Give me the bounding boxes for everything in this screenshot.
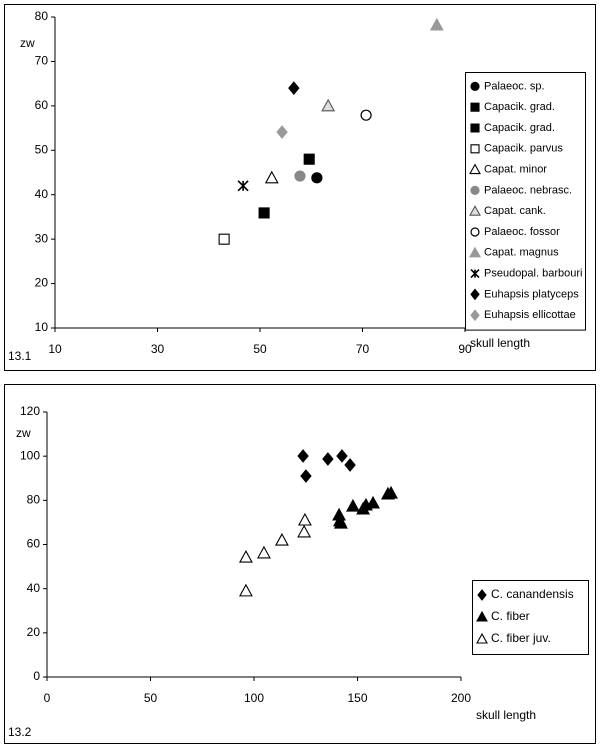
y-tick-label: 40 [27,581,41,595]
x-tick-label: 10 [48,342,62,356]
y-tick-label: 100 [20,448,40,462]
legend-marker [470,185,480,195]
legend-label: Capacik. grad. [484,122,555,134]
panel-label: 13.2 [8,725,32,739]
y-tick-label: 10 [35,320,49,334]
point [300,469,312,483]
legend-box [465,72,586,331]
y-tick-label: 80 [35,9,49,23]
legend-marker [470,269,480,279]
y-axis-label: zw [16,426,31,440]
legend-marker [470,102,480,112]
legend-label: Euhapsis ellicottae [484,309,576,321]
legend-label: C. fiber juv. [491,631,551,645]
legend-label: Pseudopal. barbouri [484,268,582,280]
legend-marker [469,163,481,175]
point [344,458,356,472]
legend-box [472,580,589,655]
legend-label: C. canandensis [491,587,574,601]
x-tick-label: 0 [44,691,51,705]
point [239,549,253,563]
x-tick-label: 100 [244,691,264,705]
y-tick-label: 20 [35,276,49,290]
point [275,532,289,546]
legend-label: C. fiber [491,609,530,623]
point [276,125,288,139]
legend-marker [476,610,488,622]
legend-marker [470,144,480,154]
y-tick-label: 0 [33,669,40,683]
point [297,524,312,538]
point [297,512,312,526]
point [429,17,444,31]
x-tick-label: 150 [347,691,367,705]
legend-label: Capat. magnus [484,247,559,259]
legend: C. canandensis C. fiber C. fiber juv. [472,580,589,655]
point [303,153,315,165]
point [297,449,309,463]
point [294,170,306,182]
point [218,233,230,245]
y-tick-label: 70 [35,54,49,68]
legend-label: Capacik. grad. [484,101,555,113]
point [360,109,372,121]
x-tick-label: 200 [451,691,471,705]
x-axis-label: skull length [476,708,536,722]
y-axis-label: zw [20,36,35,50]
x-tick-label: 90 [458,342,472,356]
point [384,485,398,499]
panel-frame [4,384,596,744]
legend-marker [470,81,480,92]
y-tick-label: 120 [20,404,40,418]
legend-label: Euhapsis platyceps [484,288,579,300]
point [346,498,360,512]
legend-marker [477,589,487,601]
y-tick-label: 60 [35,98,49,112]
point [322,452,334,466]
x-tick-label: 70 [356,342,370,356]
legend-marker [469,205,481,216]
x-tick-label: 30 [151,342,165,356]
y-tick-label: 60 [27,537,41,551]
point [321,98,336,112]
legend-label: Capacik. parvus [484,143,563,155]
point [366,495,380,509]
legend-marker [470,123,480,133]
panel-frame [4,4,596,371]
legend-label: Capat. minor [484,164,547,176]
legend-label: Palaeoc. sp. [484,80,545,92]
y-tick-label: 80 [27,493,41,507]
y-tick-label: 20 [27,625,41,639]
legend-marker [470,309,480,322]
point [288,81,300,95]
legend-marker [469,246,481,258]
point [257,545,271,559]
legend: Palaeoc. sp. Capacik. grad. Capacik. grad.… [465,72,586,331]
legend-marker [476,632,488,644]
legend-label: Palaeoc. fossor [484,226,560,238]
x-tick-label: 50 [253,342,267,356]
x-tick-label: 50 [144,691,158,705]
point [264,170,279,184]
x-axis-label: skull length [470,336,530,350]
point [258,207,270,219]
point [311,172,323,184]
point [237,180,249,192]
legend-marker [470,288,480,301]
y-tick-label: 50 [35,142,49,156]
point [334,515,348,529]
point [336,449,348,463]
legend-marker [470,227,480,237]
y-tick-label: 40 [35,187,49,201]
legend-label: Palaeoc. nebrasc. [484,184,572,196]
y-tick-label: 30 [35,231,49,245]
panel-label: 13.1 [8,349,32,363]
legend-label: Capat. cank. [484,205,546,217]
point [239,583,253,597]
